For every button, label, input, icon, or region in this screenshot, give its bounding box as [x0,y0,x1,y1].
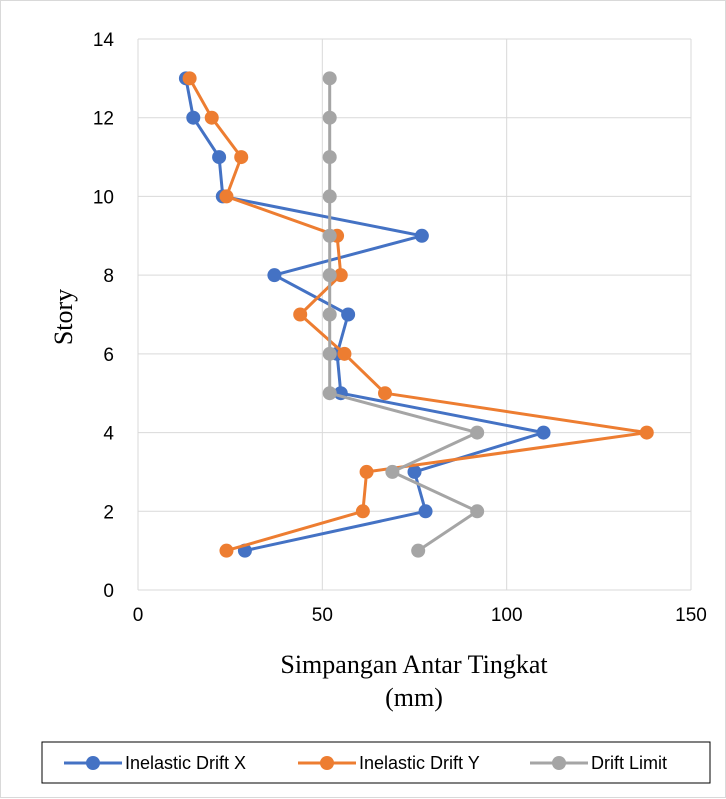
data-point-drift-limit [322,307,337,322]
data-point-drift-limit [322,268,337,283]
data-point-drift-y [333,268,348,283]
legend-marker-drift-y [320,756,334,770]
y-tick-label: 12 [93,109,114,130]
data-point-drift-x [407,464,422,479]
legend-marker-drift-limit [552,756,566,770]
data-point-drift-x [267,268,282,283]
series-layer [178,71,654,558]
y-tick-label: 14 [93,30,115,51]
data-point-drift-limit [322,189,337,204]
data-point-drift-limit [322,386,337,401]
data-point-drift-x [536,425,551,440]
y-tick-label: 6 [103,345,114,366]
data-point-drift-y [219,189,234,204]
y-tick-label: 8 [103,266,114,287]
data-point-drift-limit [470,504,485,519]
y-tick-label: 0 [103,581,114,602]
data-point-drift-limit [322,150,337,165]
legend-label-drift-x: Inelastic Drift X [125,753,246,773]
data-point-drift-x [212,150,227,165]
data-point-drift-limit [470,425,485,440]
data-point-drift-y [337,346,352,361]
legend-item-drift-limit[interactable]: Drift Limit [530,753,667,773]
legend-box [41,741,711,784]
x-axis-title-line-1: Simpangan Antar Tingkat [280,650,548,679]
data-point-drift-y [182,71,197,86]
y-tick-label: 4 [103,424,114,445]
legend-label-drift-y: Inelastic Drift Y [359,753,480,773]
data-point-drift-y [234,150,249,165]
y-tick-label: 2 [103,502,114,523]
data-point-drift-y [639,425,654,440]
data-point-drift-limit [322,110,337,125]
data-point-drift-limit [322,346,337,361]
legend-marker-drift-x [86,756,100,770]
x-tick-label: 150 [675,605,707,626]
data-point-drift-limit [322,71,337,86]
x-axis-title-line-2: (mm) [385,683,443,712]
data-point-drift-x [186,110,201,125]
tick-labels: 0 2 4 6 8 10 12 14 0 50 100 150 [93,30,707,626]
x-tick-label: 0 [133,605,144,626]
gridlines [137,38,692,591]
data-point-drift-y [219,543,234,558]
y-tick-label: 10 [93,187,114,208]
data-point-drift-limit [322,228,337,243]
x-tick-label: 100 [491,605,523,626]
data-point-drift-y [293,307,308,322]
data-point-drift-limit [385,464,400,479]
data-point-drift-y [378,386,393,401]
x-tick-label: 50 [312,605,333,626]
y-axis-title: Story [49,289,78,345]
data-point-drift-y [355,504,370,519]
legend-label-drift-limit: Drift Limit [591,753,667,773]
data-point-drift-y [359,464,374,479]
data-point-drift-x [341,307,356,322]
legend-item-drift-y[interactable]: Inelastic Drift Y [298,753,480,773]
data-point-drift-x [414,228,429,243]
data-point-drift-x [418,504,433,519]
data-point-drift-limit [411,543,426,558]
legend-item-drift-x[interactable]: Inelastic Drift X [64,753,246,773]
data-point-drift-y [204,110,219,125]
